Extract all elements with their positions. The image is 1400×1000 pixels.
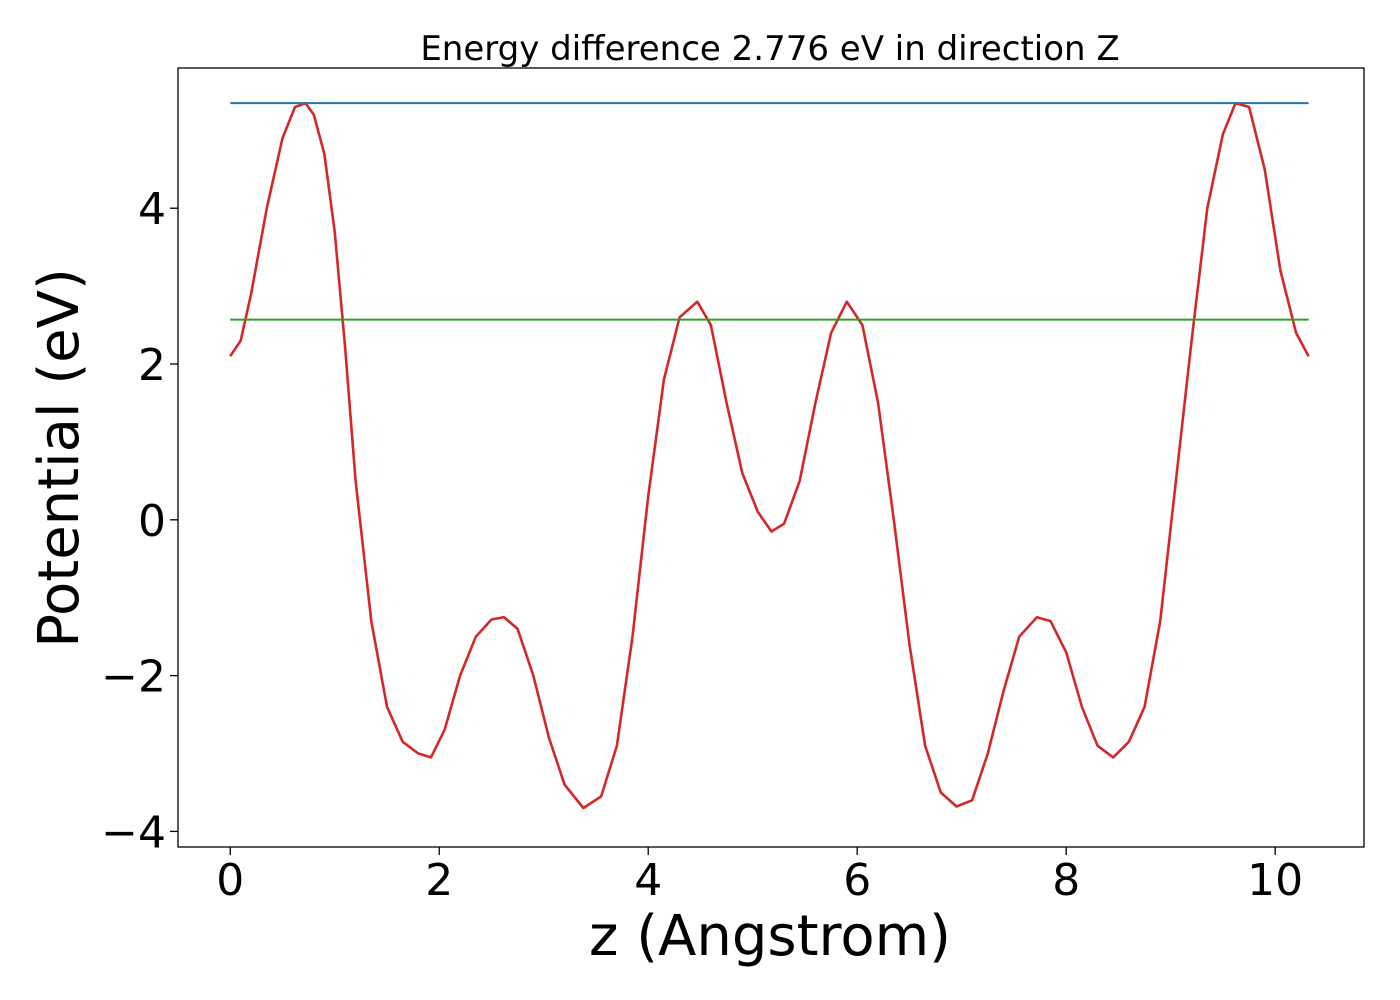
y-axis-ticks: −4 −2 0 2 4 <box>101 184 178 858</box>
plot-area <box>229 101 1310 810</box>
x-tick-label: 10 <box>1247 855 1303 906</box>
y-tick-label: −2 <box>101 652 166 703</box>
y-tick-label: 4 <box>138 184 166 235</box>
x-tick-label: 4 <box>634 855 662 906</box>
y-tick-label: 0 <box>138 496 166 547</box>
x-axis-label: z (Angstrom) <box>589 904 951 969</box>
x-tick-label: 2 <box>425 855 453 906</box>
chart-title: Energy difference 2.776 eV in direction … <box>420 29 1119 69</box>
y-axis-label: Potential (eV) <box>27 268 92 648</box>
x-tick-label: 8 <box>1052 855 1080 906</box>
y-tick-label: −4 <box>101 807 166 858</box>
x-axis-ticks: 0 2 4 6 8 10 <box>216 847 1303 906</box>
series-line-0 <box>229 101 1310 810</box>
x-tick-label: 6 <box>843 855 871 906</box>
x-tick-label: 0 <box>216 855 244 906</box>
plot-frame <box>177 67 1365 848</box>
y-tick-label: 2 <box>138 340 166 391</box>
